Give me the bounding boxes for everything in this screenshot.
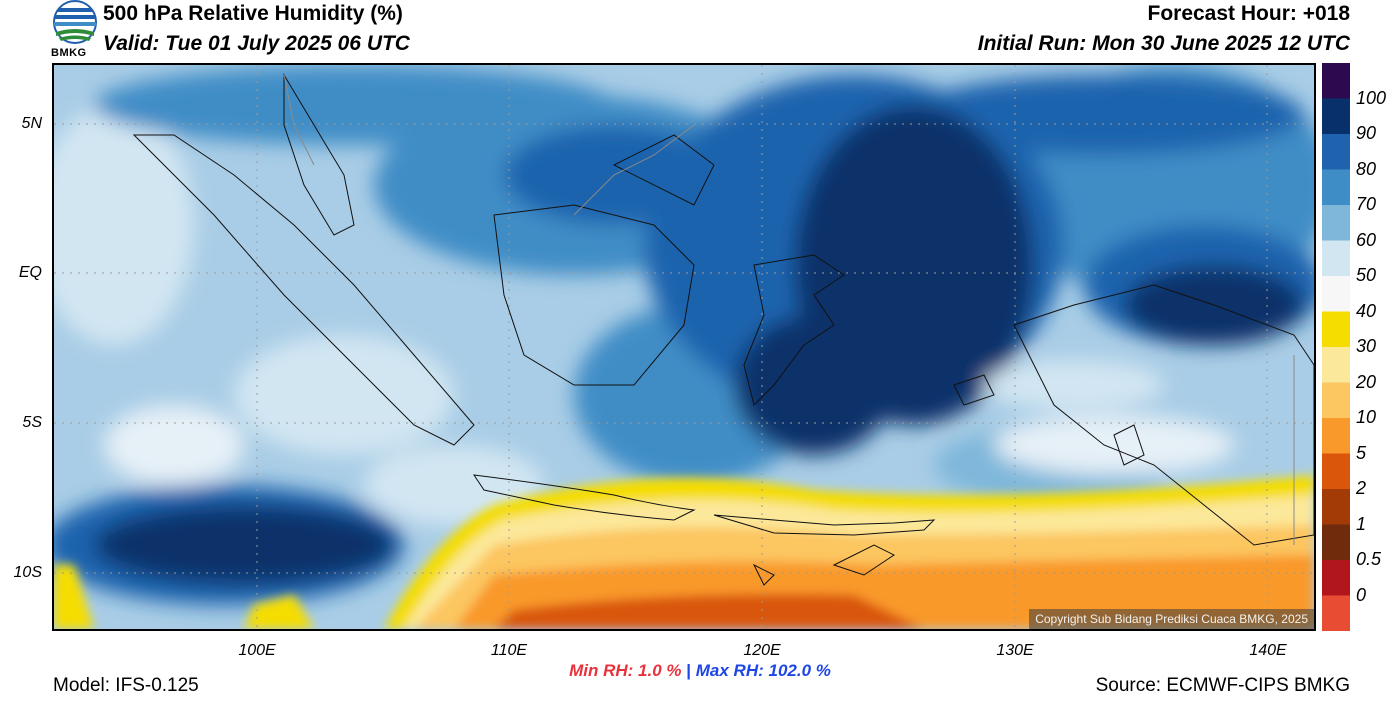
model-label: Model: IFS-0.125 [53, 675, 199, 696]
source-label: Source: ECMWF-CIPS BMKG [1095, 675, 1350, 696]
lon-label-110e: 110E [490, 642, 528, 659]
colorbar-swatch [1322, 524, 1350, 561]
lat-label-5n: 5N [21, 115, 42, 132]
lon-label-140e: 140E [1249, 642, 1287, 659]
chart-title: 500 hPa Relative Humidity (%) [103, 2, 403, 25]
colorbar-swatch [1322, 418, 1350, 454]
stats-separator: | [686, 661, 692, 680]
colorbar-swatch [1322, 276, 1350, 312]
colorbar-swatch [1322, 240, 1350, 277]
logo-text: BMKG [51, 47, 87, 59]
bmkg-logo [50, 0, 100, 62]
colorbar-swatch [1322, 453, 1350, 490]
lon-label-120e: 120E [743, 642, 781, 659]
rh-map-canvas [54, 65, 1314, 629]
max-rh-label: Max RH: [695, 661, 764, 680]
colorbar-label: 90 [1356, 123, 1377, 143]
colorbar-swatch [1322, 169, 1350, 206]
lat-label-eq: EQ [18, 264, 42, 281]
colorbar-swatch [1322, 382, 1350, 419]
colorbar-label: 1 [1356, 513, 1367, 534]
colorbar-label: 30 [1356, 336, 1377, 356]
colorbar-label: 0.5 [1356, 549, 1382, 569]
colorbar-swatch [1322, 205, 1350, 241]
colorbar [1322, 63, 1350, 632]
copyright-notice: Copyright Sub Bidang Prediksi Cuaca BMKG… [1029, 609, 1314, 629]
colorbar-label: 40 [1356, 300, 1377, 321]
colorbar-swatch [1322, 347, 1350, 383]
initial-run: Initial Run: Mon 30 June 2025 12 UTC [977, 32, 1350, 55]
colorbar-label: 60 [1356, 229, 1377, 250]
colorbar-label: 0 [1356, 584, 1367, 605]
colorbar-label: 2 [1356, 478, 1367, 498]
colorbar-label: 100 [1356, 87, 1387, 108]
rh-map [52, 63, 1316, 631]
colorbar-swatch [1322, 560, 1350, 596]
colorbar-swatches [1322, 63, 1350, 632]
rh-stats: Min RH: 1.0 % | Max RH: 102.0 % [0, 661, 1400, 681]
colorbar-swatch [1322, 63, 1350, 99]
lon-label-130e: 130E [996, 642, 1034, 659]
lat-label-5s: 5S [22, 414, 42, 431]
min-rh-value: 1.0 % [638, 661, 682, 680]
colorbar-swatch [1322, 489, 1350, 525]
max-rh-value: 102.0 % [768, 661, 831, 680]
colorbar-label: 50 [1356, 265, 1377, 285]
forecast-hour: Forecast Hour: +018 [1147, 2, 1351, 25]
valid-time: Valid: Tue 01 July 2025 06 UTC [103, 32, 410, 55]
colorbar-label: 10 [1356, 407, 1377, 427]
colorbar-swatch [1322, 311, 1350, 348]
colorbar-swatch [1322, 595, 1350, 632]
colorbar-swatch [1322, 134, 1350, 170]
min-rh-label: Min RH: [569, 661, 634, 680]
colorbar-label: 20 [1356, 371, 1377, 392]
colorbar-swatch [1322, 98, 1350, 135]
colorbar-label: 5 [1356, 442, 1367, 463]
lon-label-100e: 100E [238, 642, 276, 659]
colorbar-label: 80 [1356, 158, 1377, 179]
lat-label-10s: 10S [13, 564, 42, 581]
colorbar-label: 70 [1356, 194, 1377, 214]
